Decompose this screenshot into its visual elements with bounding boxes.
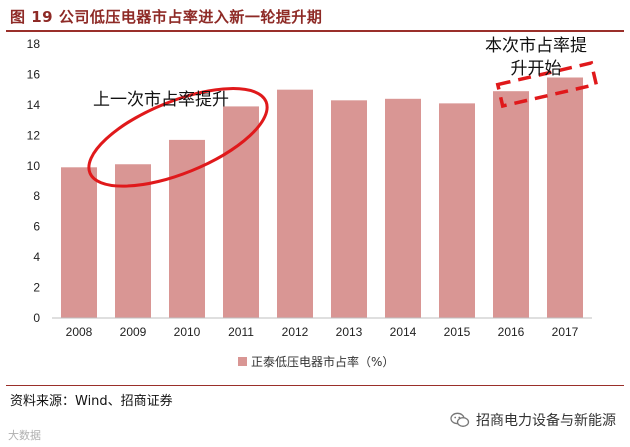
bar: [115, 164, 151, 318]
y-tick-label: 10: [27, 159, 41, 173]
x-tick-label: 2011: [228, 325, 254, 339]
x-tick-label: 2008: [66, 325, 93, 339]
annotation-dashed-box: [495, 60, 599, 109]
y-tick-label: 18: [27, 37, 41, 51]
annotation-text-current-line2: 升开始: [511, 59, 562, 79]
x-tick-label: 2009: [120, 325, 147, 339]
y-tick-label: 14: [27, 98, 41, 112]
source-divider: [6, 385, 624, 386]
legend: 正泰低压电器市占率（%）: [238, 354, 394, 369]
y-tick-label: 8: [33, 189, 40, 203]
annotation-ellipse: [87, 87, 269, 188]
y-tick-label: 0: [33, 311, 40, 325]
annotation-text-current-line1: 本次市占率提: [485, 36, 587, 56]
title-bar: 图 19 公司低压电器市占率进入新一轮提升期: [6, 2, 624, 32]
wechat-icon: [450, 412, 470, 427]
x-axis: 2008 2009 2010 2011 2012 2013 2014 2015 2016 2017: [52, 317, 592, 339]
chart-title: 图 19 公司低压电器市占率进入新一轮提升期: [10, 8, 323, 26]
y-tick-label: 12: [27, 128, 41, 142]
wechat-watermark: 招商电力设备与新能源: [450, 410, 616, 430]
y-tick-label: 4: [33, 250, 40, 264]
bar: [223, 106, 259, 319]
bar: [169, 139, 205, 318]
y-axis: 0 2 4 6 8 10 12 14 16 18: [27, 37, 41, 325]
x-tick-label: 2012: [282, 325, 309, 339]
y-tick-label: 6: [33, 220, 40, 234]
legend-label: 正泰低压电器市占率（%）: [251, 354, 394, 369]
bar: [61, 167, 97, 318]
bar: [547, 77, 583, 318]
bar: [277, 89, 313, 319]
x-tick-label: 2017: [552, 325, 579, 339]
bar: [385, 98, 421, 318]
watermark-text: 招商电力设备与新能源: [476, 413, 616, 429]
y-tick-label: 2: [33, 281, 40, 295]
x-tick-label: 2016: [498, 325, 525, 339]
x-tick-label: 2015: [444, 325, 471, 339]
annotation-text-previous: 上一次市占率提升: [93, 90, 229, 110]
bar: [493, 91, 529, 318]
x-tick-label: 2013: [336, 325, 363, 339]
site-watermark: 大数据: [8, 429, 41, 442]
bar: [439, 103, 475, 318]
source-note: 资料来源：Wind、招商证券: [10, 394, 173, 409]
x-tick-label: 2010: [174, 325, 201, 339]
y-tick-label: 16: [27, 67, 41, 81]
bars-group: [61, 77, 583, 319]
x-tick-label: 2014: [390, 325, 417, 339]
legend-swatch: [238, 357, 247, 366]
bar: [331, 100, 367, 318]
